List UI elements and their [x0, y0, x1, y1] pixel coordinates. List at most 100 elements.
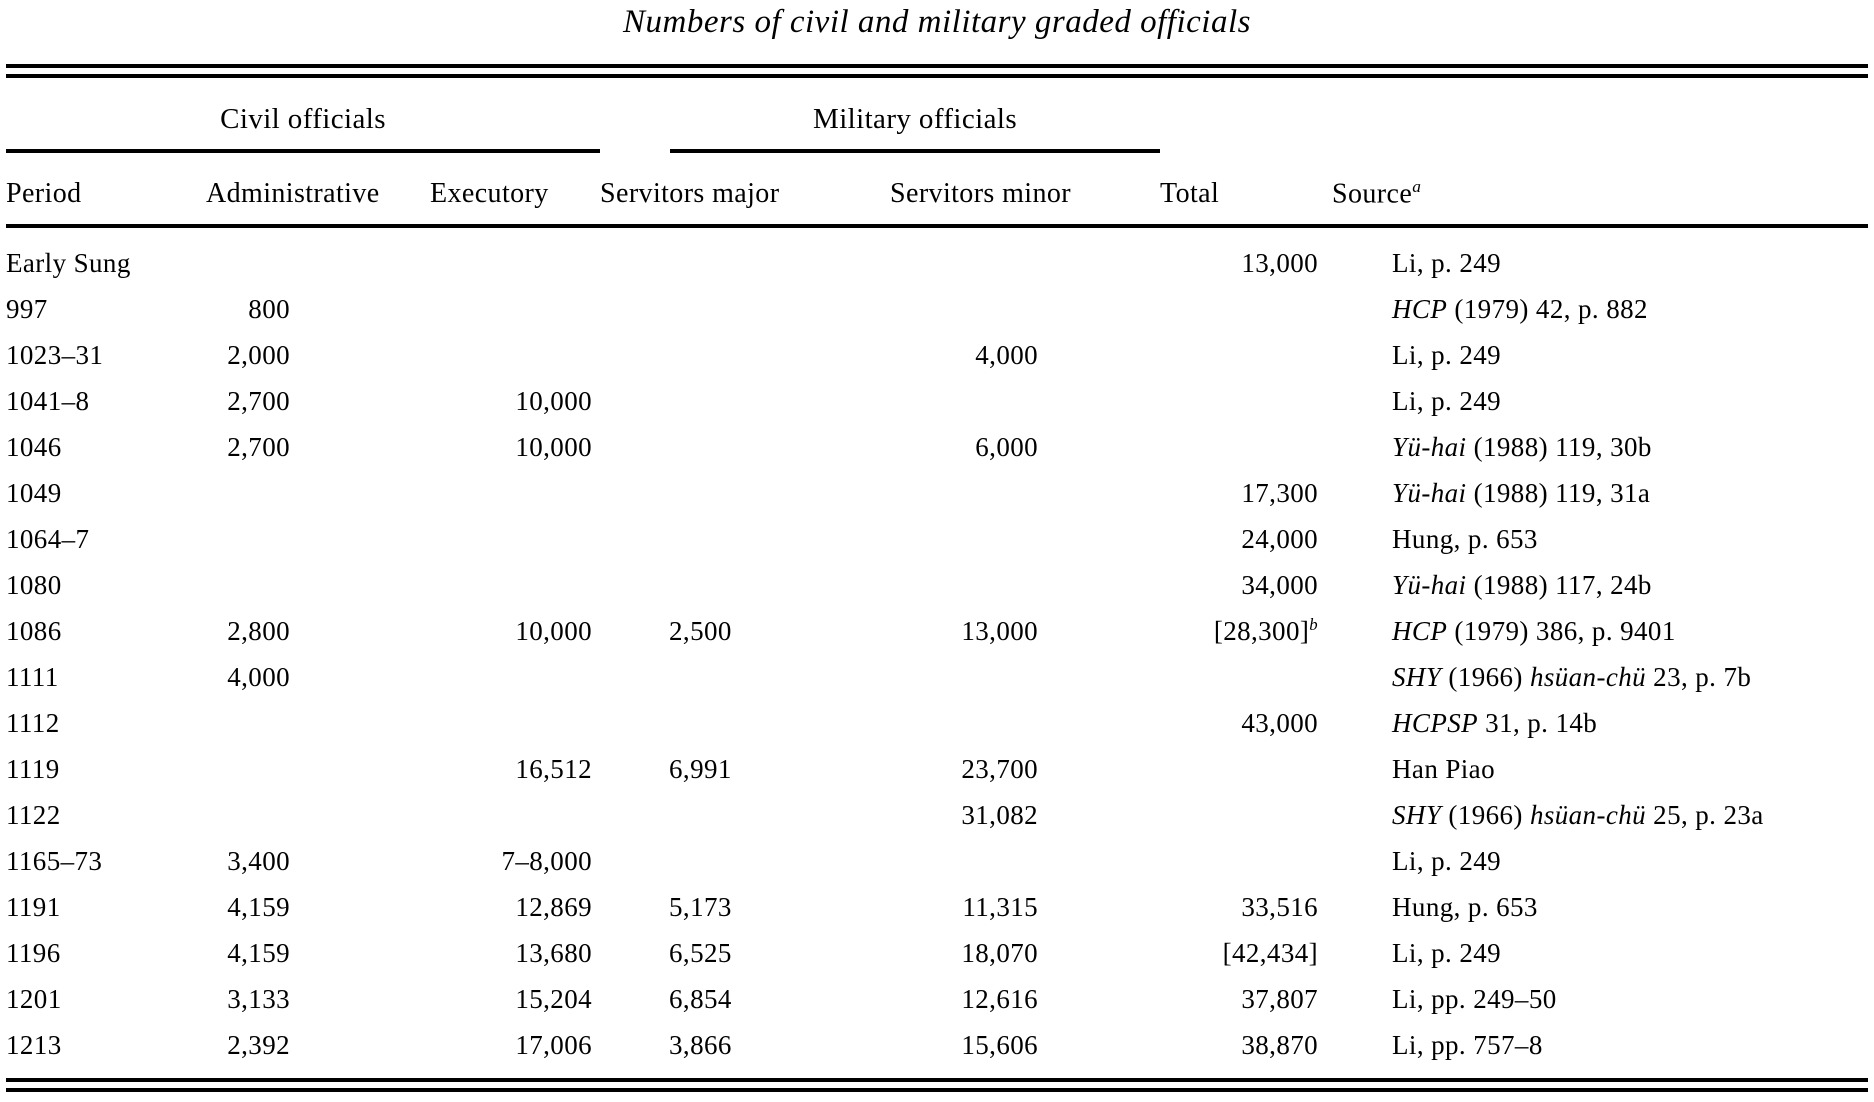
- cell-executory: 16,512: [515, 754, 593, 785]
- cell-executory: [430, 286, 600, 332]
- cell-total: 33,516: [1241, 892, 1319, 923]
- civil-officials-spanner: Civil officials: [6, 78, 601, 153]
- cell-period: 997: [6, 294, 48, 325]
- cell-period: 1023–31: [6, 340, 104, 371]
- table-row: 1196 4,159 13,680 6,525 18,070 [42,434] Li, p.…: [6, 930, 1868, 976]
- cell-servitors-major: [600, 226, 890, 286]
- cell-administrative: 2,000: [227, 340, 290, 371]
- cell-servitors-major: [600, 792, 890, 838]
- cell-executory: [430, 562, 600, 608]
- cell-period: 1080: [6, 570, 62, 601]
- cell-total: [1160, 654, 1332, 700]
- cell-source: Yü-hai (1988) 119, 30b: [1392, 432, 1652, 463]
- cell-executory: 17,006: [515, 1030, 593, 1061]
- cell-servitors-minor: 13,000: [961, 616, 1039, 647]
- cell-servitors-major: 5,173: [669, 892, 732, 923]
- column-header-administrative: Administrative: [206, 153, 430, 229]
- table-row: 1111 4,000 SHY (1966) hsüan-chü 23, p. 7b: [6, 654, 1868, 700]
- cell-administrative: [206, 226, 430, 286]
- cell-executory: [430, 226, 600, 286]
- officials-table: Civil officials Military officials Perio…: [6, 78, 1869, 1068]
- cell-executory: [430, 792, 600, 838]
- cell-servitors-major: [600, 516, 890, 562]
- cell-source: Li, p. 249: [1392, 386, 1502, 417]
- cell-executory: 15,204: [515, 984, 593, 1015]
- table-body: Early Sung 13,000 Li, p. 249 997 800 HCP (197…: [6, 226, 1868, 1068]
- cell-total: [1160, 424, 1332, 470]
- cell-total: [1160, 792, 1332, 838]
- cell-source: HCP (1979) 386, p. 9401: [1392, 616, 1676, 647]
- cell-servitors-minor: [890, 470, 1160, 516]
- cell-total: 24,000: [1241, 524, 1319, 555]
- column-header-executory: Executory: [430, 153, 601, 229]
- cell-source: Hung, p. 653: [1392, 892, 1538, 923]
- cell-period: 1196: [6, 938, 61, 969]
- column-header-source: Sourcea: [1332, 153, 1869, 229]
- cell-servitors-major: 3,866: [669, 1030, 732, 1061]
- cell-servitors-major: 6,854: [669, 984, 732, 1015]
- cell-administrative: 4,159: [227, 938, 290, 969]
- cell-administrative: [206, 746, 430, 792]
- cell-administrative: 3,133: [227, 984, 290, 1015]
- spanner-empty-source: [1332, 78, 1868, 153]
- cell-total: 38,870: [1241, 1030, 1319, 1061]
- cell-source: Li, pp. 757–8: [1392, 1030, 1543, 1061]
- table-row: 1112 43,000 HCPSP 31, p. 14b: [6, 700, 1868, 746]
- cell-servitors-minor: [890, 226, 1160, 286]
- cell-total: [1160, 378, 1332, 424]
- spanner-row: Civil officials Military officials: [6, 78, 1868, 153]
- cell-source: Li, p. 249: [1392, 938, 1502, 969]
- cell-servitors-minor: [890, 286, 1160, 332]
- cell-servitors-minor: [890, 562, 1160, 608]
- cell-servitors-major: [600, 700, 890, 746]
- cell-administrative: [206, 516, 430, 562]
- table-row: 1119 16,512 6,991 23,700 Han Piao: [6, 746, 1868, 792]
- cell-source: Li, p. 249: [1392, 340, 1502, 371]
- civil-officials-spanner-cell: Civil officials: [6, 78, 601, 153]
- cell-servitors-major: [600, 562, 890, 608]
- cell-source: Li, p. 249: [1392, 248, 1502, 279]
- cell-total: [1160, 332, 1332, 378]
- cell-servitors-minor: 12,616: [961, 984, 1039, 1015]
- cell-administrative: 2,700: [227, 432, 290, 463]
- spanner-empty-total: [1160, 78, 1332, 153]
- civil-officials-label: Civil officials: [220, 103, 386, 135]
- cell-executory: [430, 470, 600, 516]
- cell-period: 1086: [6, 616, 62, 647]
- column-header-total: Total: [1160, 153, 1333, 229]
- cell-period: 1201: [6, 984, 62, 1015]
- cell-executory: 7–8,000: [501, 846, 593, 877]
- cell-administrative: 3,400: [227, 846, 290, 877]
- cell-servitors-major: [600, 654, 890, 700]
- table-row: 997 800 HCP (1979) 42, p. 882: [6, 286, 1868, 332]
- table-row: 1191 4,159 12,869 5,173 11,315 33,516 Hung, p.…: [6, 884, 1868, 930]
- top-double-rule: [6, 64, 1868, 78]
- cell-servitors-major: [600, 424, 890, 470]
- cell-period: 1064–7: [6, 524, 90, 555]
- cell-executory: 12,869: [515, 892, 593, 923]
- cell-source: Yü-hai (1988) 117, 24b: [1392, 570, 1652, 601]
- military-officials-spanner: Military officials: [670, 78, 1161, 153]
- cell-servitors-major: 6,525: [669, 938, 732, 969]
- cell-executory: [430, 332, 600, 378]
- cell-period: 1046: [6, 432, 62, 463]
- cell-source: HCP (1979) 42, p. 882: [1392, 294, 1648, 325]
- source-footnote-mark: a: [1412, 177, 1422, 196]
- cell-administrative: 2,392: [227, 1030, 290, 1061]
- cell-executory: 10,000: [515, 432, 593, 463]
- cell-period: 1111: [6, 662, 59, 693]
- cell-administrative: 4,159: [227, 892, 290, 923]
- cell-servitors-major: [600, 378, 890, 424]
- cell-servitors-minor: 23,700: [961, 754, 1039, 785]
- cell-servitors-minor: 11,315: [962, 892, 1039, 923]
- cell-total: 13,000: [1241, 248, 1319, 279]
- source-header-label: Source: [1332, 178, 1413, 210]
- cell-period: 1041–8: [6, 386, 90, 417]
- cell-servitors-major: [600, 286, 890, 332]
- cell-total: 37,807: [1241, 984, 1319, 1015]
- cell-executory: [430, 516, 600, 562]
- cell-servitors-minor: [890, 700, 1160, 746]
- table-title: Numbers of civil and military graded off…: [623, 4, 1251, 40]
- cell-administrative: [206, 792, 430, 838]
